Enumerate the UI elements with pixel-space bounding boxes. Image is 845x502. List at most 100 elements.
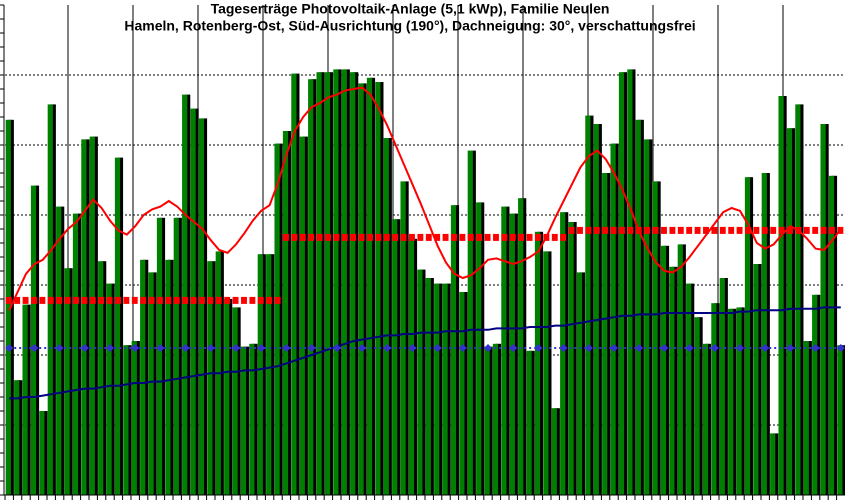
bar xyxy=(72,213,79,495)
reference-marker xyxy=(484,344,492,352)
average-dash xyxy=(501,233,508,241)
average-dash xyxy=(22,296,29,304)
bar xyxy=(98,261,104,495)
reference-marker xyxy=(5,344,14,352)
bar-shadow xyxy=(67,268,73,495)
average-dash xyxy=(383,233,390,241)
bar-shadow xyxy=(117,157,124,495)
average-dash xyxy=(173,296,180,304)
average-dash xyxy=(434,233,441,241)
bar xyxy=(324,72,331,495)
average-dash xyxy=(165,296,172,304)
reference-marker xyxy=(433,344,442,352)
bar xyxy=(156,217,163,496)
bar-shadow xyxy=(109,283,115,495)
bar-shadow xyxy=(521,198,527,495)
bar xyxy=(39,411,45,495)
reference-marker xyxy=(559,344,568,352)
bar xyxy=(291,73,297,495)
average-dash xyxy=(627,226,634,234)
bar-shadow xyxy=(311,79,317,495)
bar xyxy=(820,124,826,495)
reference-marker xyxy=(761,344,770,352)
bar xyxy=(350,72,356,495)
bar-shadow xyxy=(327,72,334,495)
bar-shadow xyxy=(33,185,40,495)
bar xyxy=(165,259,171,495)
bar-shadow xyxy=(386,138,392,495)
average-dash xyxy=(761,226,768,234)
bar-shadow xyxy=(537,231,544,496)
bar xyxy=(30,185,37,495)
average-dash xyxy=(703,226,709,234)
average-dash xyxy=(820,226,827,234)
bar-shadow xyxy=(302,136,308,495)
average-dash xyxy=(341,233,348,241)
bar xyxy=(728,308,734,495)
average-dash xyxy=(291,233,298,241)
average-dash xyxy=(182,296,189,304)
bar-shadow xyxy=(344,69,350,496)
bar-shadow xyxy=(59,206,65,495)
bar xyxy=(274,143,280,495)
bar-shadow xyxy=(462,292,468,495)
bar xyxy=(14,380,20,495)
average-dash xyxy=(148,296,155,304)
reference-marker xyxy=(358,344,366,352)
bar xyxy=(509,213,515,495)
average-dash xyxy=(316,233,323,241)
average-dash xyxy=(333,233,340,241)
bar xyxy=(618,72,625,495)
bar-shadow xyxy=(445,283,451,495)
reference-marker xyxy=(736,344,744,352)
bar-shadow xyxy=(134,341,140,495)
bar-shadow xyxy=(420,269,426,495)
average-dash xyxy=(56,296,63,304)
bar xyxy=(450,205,457,495)
average-dash xyxy=(81,296,88,304)
average-dash xyxy=(358,233,365,241)
bar xyxy=(753,264,759,495)
average-dash xyxy=(123,296,130,304)
reference-marker xyxy=(509,344,518,352)
average-dash xyxy=(686,226,693,234)
reference-marker xyxy=(811,344,820,352)
average-dash xyxy=(400,233,407,241)
bar xyxy=(593,124,599,495)
bar-shadow xyxy=(403,181,409,495)
bar xyxy=(677,244,683,495)
bar-shadow xyxy=(361,83,367,496)
bar xyxy=(702,343,709,495)
bar xyxy=(341,69,347,496)
average-dash xyxy=(299,233,306,241)
bar-shadow xyxy=(731,308,737,495)
bar xyxy=(484,346,490,495)
average-dash xyxy=(509,233,516,241)
average-dash xyxy=(325,233,331,241)
average-dash xyxy=(476,233,483,241)
bar xyxy=(467,150,473,495)
bar-shadow xyxy=(605,173,611,495)
bar-shadow xyxy=(210,261,216,495)
average-dash xyxy=(73,296,79,304)
bar-shadow xyxy=(285,131,292,495)
reference-marker xyxy=(610,344,618,352)
reference-marker xyxy=(458,344,467,352)
bar xyxy=(240,346,247,495)
average-dash xyxy=(409,233,415,241)
bar xyxy=(266,254,272,495)
bar xyxy=(786,128,793,495)
average-dash xyxy=(367,233,373,241)
bar xyxy=(635,119,641,496)
bar xyxy=(837,345,843,495)
reference-marker xyxy=(257,344,266,352)
reference-marker xyxy=(206,344,215,352)
average-dash xyxy=(661,226,667,234)
bar xyxy=(719,278,725,495)
bar-shadow xyxy=(773,433,779,495)
average-dash xyxy=(47,296,54,304)
bar-shadow xyxy=(579,272,586,495)
bar-shadow xyxy=(369,77,376,496)
bar xyxy=(434,283,440,495)
